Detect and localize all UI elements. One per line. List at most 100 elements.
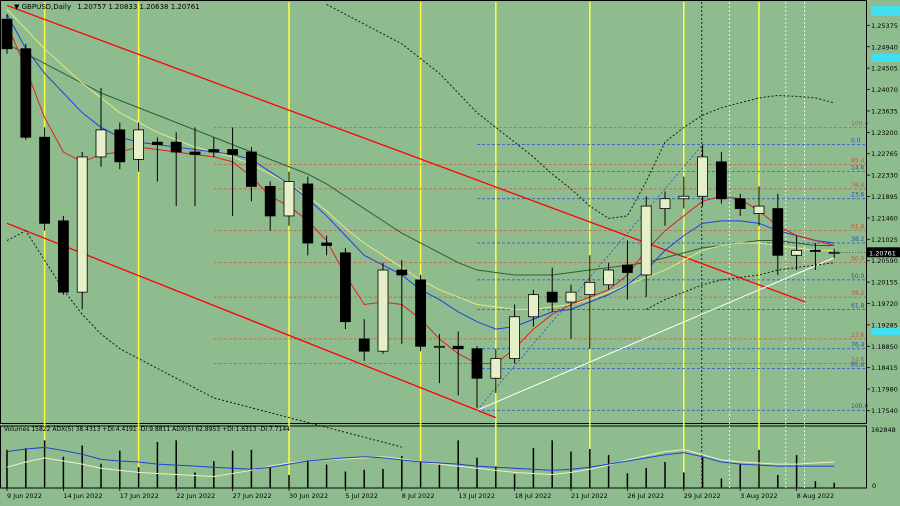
y-tick-label: 1.23200 xyxy=(871,129,898,137)
fib-blue-label: 85.4 xyxy=(851,361,865,368)
candle-body xyxy=(603,269,614,286)
y-tick-label: 1.21895 xyxy=(871,193,898,201)
candle-body xyxy=(471,348,483,379)
y-tick-label: 1.18850 xyxy=(871,343,898,351)
fib-blue-label: 38.2 xyxy=(851,236,865,243)
y-tick-label: 1.24070 xyxy=(871,86,898,94)
candle-body xyxy=(39,136,50,224)
candle-body xyxy=(565,291,577,303)
candle-body xyxy=(114,129,126,163)
adx-blue-line xyxy=(6,446,835,471)
x-tick-label: 26 Jul 2022 xyxy=(627,492,664,500)
ma-dark-line xyxy=(6,43,835,276)
axis-highlight-2 xyxy=(871,327,900,335)
y-tick-label: 1.18415 xyxy=(871,364,898,372)
candle-body xyxy=(189,151,201,155)
candle-body xyxy=(227,149,239,155)
candle-body xyxy=(358,338,370,352)
candle-body xyxy=(697,156,708,197)
fib-blue-label: 100.0 xyxy=(851,403,868,410)
candle-body xyxy=(810,249,821,252)
x-tick-label: 17 Jun 2022 xyxy=(120,492,159,500)
fib-red-label: 50.0 xyxy=(851,256,865,263)
y-tick-label: 1.24940 xyxy=(871,43,898,51)
candle-body xyxy=(20,48,32,138)
y-tick-label: 1.23635 xyxy=(871,107,898,115)
x-tick-label: 30 Jun 2022 xyxy=(289,492,328,500)
y-tick-label: 1.19720 xyxy=(871,300,898,308)
fib-blue-label: 61.8 xyxy=(851,302,865,309)
y-tick-label: 1.17980 xyxy=(871,386,898,394)
candle-body xyxy=(170,141,182,153)
volume-scale-top: 162848 xyxy=(871,426,896,434)
candle-body xyxy=(396,269,408,276)
bollinger-upper-line xyxy=(326,4,835,219)
channel-upper-line xyxy=(6,4,806,303)
last-price-label: 1.20761 xyxy=(869,249,896,257)
fib-red-label: 61.8 xyxy=(851,224,865,231)
volume-panel-frame xyxy=(0,425,867,489)
candle-body xyxy=(716,161,727,200)
bollinger-lower-line xyxy=(6,230,835,448)
candle-body xyxy=(734,198,746,209)
y-tick-label: 1.19285 xyxy=(871,321,898,329)
x-tick-label: 22 Jun 2022 xyxy=(176,492,215,500)
candle-body xyxy=(791,249,802,256)
x-tick-label: 18 Jul 2022 xyxy=(515,492,552,500)
fib-red-label: 23.6 xyxy=(851,332,865,339)
candle-body xyxy=(528,294,539,318)
candle-body xyxy=(283,181,295,217)
symbol-name: GBPUSD,Daily xyxy=(21,3,71,11)
x-tick-label: 21 Jul 2022 xyxy=(571,492,608,500)
x-tick-label: 3 Aug 2022 xyxy=(740,492,778,500)
candle-body xyxy=(133,129,145,160)
candle-body xyxy=(95,129,107,158)
candle-body xyxy=(302,183,314,244)
volume-panel-label: Volumes 15822 ADX(5) 38.4313 +DI:4.4191 … xyxy=(4,426,290,433)
y-tick-label: 1.20590 xyxy=(871,257,898,265)
candle-body xyxy=(339,252,351,323)
candle-body xyxy=(321,242,333,246)
candle-body xyxy=(509,316,521,359)
ohlc-values: 1.20757 1.20833 1.20638 1.20761 xyxy=(77,3,200,11)
candle-body xyxy=(452,345,464,350)
candle-body xyxy=(772,208,784,256)
candle-body xyxy=(753,205,765,214)
y-tick-label: 1.22330 xyxy=(871,172,898,180)
x-tick-label: 14 Jun 2022 xyxy=(63,492,102,500)
candle-body xyxy=(433,345,445,348)
symbol-label: ▼ GBPUSD,Daily 1.20757 1.20833 1.20638 1… xyxy=(14,3,200,11)
candle-body xyxy=(208,149,220,153)
candle-body xyxy=(415,279,427,347)
fib-red-label: 85.4 xyxy=(851,157,865,164)
fib-blue-label: 23.6 xyxy=(851,192,865,199)
candle-body xyxy=(58,220,69,293)
candle-body xyxy=(640,205,652,276)
y-tick-label: 1.21460 xyxy=(871,214,898,222)
x-tick-label: 29 Jul 2022 xyxy=(684,492,721,500)
y-tick-label: 1.24505 xyxy=(871,65,898,73)
volume-scale-bottom: 0 xyxy=(872,482,877,490)
candle-body xyxy=(490,358,502,379)
candle-body xyxy=(828,251,840,254)
candle-body xyxy=(546,291,558,303)
channel-lower-line xyxy=(6,222,497,419)
fib-blue-label: 14.6 xyxy=(851,165,865,172)
y-tick-label: 1.20155 xyxy=(871,279,898,287)
axis-highlight-1 xyxy=(871,54,900,62)
x-tick-label: 9 Jun 2022 xyxy=(7,492,42,500)
candle-body xyxy=(584,281,596,296)
trend-line xyxy=(476,257,835,411)
x-tick-label: 8 Jul 2022 xyxy=(402,492,435,500)
fib-blue-label: 0.0 xyxy=(851,138,861,145)
x-tick-label: 8 Aug 2022 xyxy=(797,492,835,500)
candle-body xyxy=(678,195,690,200)
fib-blue-label: 76.4 xyxy=(851,342,865,349)
candle-body xyxy=(659,198,671,209)
axis-highlight-0 xyxy=(871,6,900,16)
candle-body xyxy=(377,269,389,352)
y-tick-label: 1.21025 xyxy=(871,236,898,244)
candle-body xyxy=(1,18,13,50)
